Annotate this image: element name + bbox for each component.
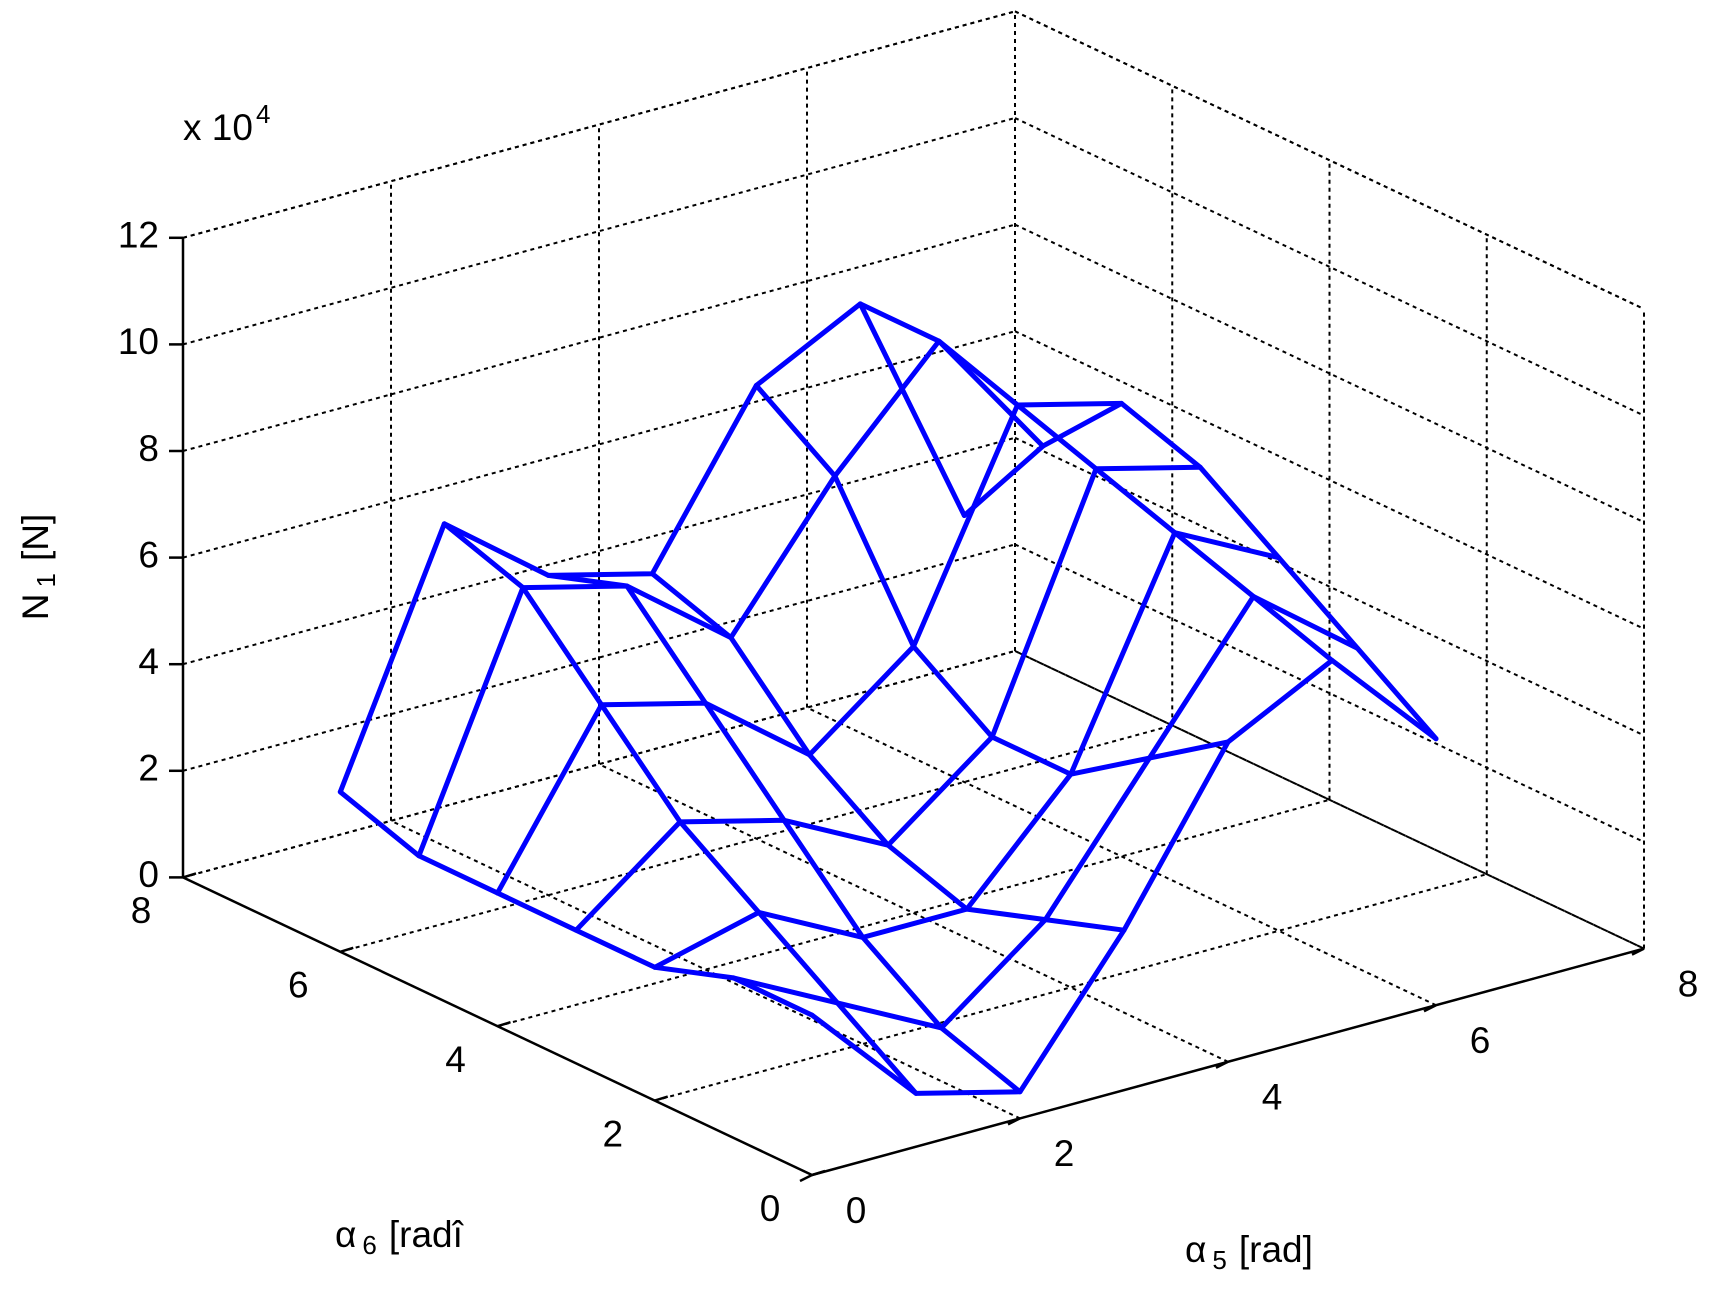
y-axis-label-symbol: α: [335, 1214, 356, 1255]
z-tick-label: 8: [138, 428, 159, 469]
x-axis-label-symbol: α: [1185, 1229, 1206, 1270]
z-tick-label: 4: [138, 641, 159, 682]
mesh-column: [545, 572, 1023, 1095]
z-tick-label: 2: [138, 748, 159, 789]
tick-mark: [1631, 947, 1645, 956]
grid-line: [806, 706, 1437, 1007]
x-axis-label-unit: [rad]: [1239, 1229, 1313, 1270]
tick-mark: [1215, 1060, 1229, 1069]
z-axis-label-unit: [N]: [15, 514, 56, 561]
y-tick-label: 0: [760, 1188, 781, 1229]
multiplier-exp: 4: [256, 99, 270, 129]
z-tick-label: 0: [138, 854, 159, 895]
grid-line: [1014, 223, 1645, 524]
multiplier-base: x 10: [183, 107, 253, 148]
tick-mark: [339, 946, 354, 953]
y-tick-label: 6: [288, 965, 309, 1006]
z-axis-label-symbol: N: [15, 594, 56, 621]
grid-line: [1014, 650, 1645, 950]
mesh-column: [649, 571, 1127, 933]
y-tick-label: 2: [602, 1113, 623, 1154]
tick-mark: [497, 1021, 511, 1028]
grid-line: [1014, 330, 1645, 630]
z-tick-label: 6: [138, 534, 159, 575]
grid-line: [182, 436, 1016, 666]
z-tick-label: 12: [118, 215, 159, 256]
tick-mark: [811, 1169, 826, 1177]
mesh-column: [441, 521, 919, 1096]
y-tick-label: 4: [445, 1039, 466, 1080]
x-tick-label: 6: [1470, 1020, 1491, 1061]
grid-line: [1014, 10, 1645, 310]
mesh-column: [753, 383, 1231, 777]
tick-mark: [654, 1095, 669, 1102]
multiplier: x 10 4: [183, 99, 270, 148]
y-axis-label-unit: [radî: [389, 1214, 465, 1255]
mesh-column: [337, 789, 815, 1018]
x-tick-label: 2: [1054, 1133, 1075, 1174]
mesh-row: [573, 464, 1203, 933]
grid-line: [1014, 117, 1645, 417]
x-tick-label: 0: [846, 1190, 867, 1231]
x-tick-label: 4: [1262, 1077, 1283, 1118]
x-axis-label-sub: 5: [1212, 1245, 1226, 1275]
z-tick-label: 10: [118, 321, 159, 362]
y-tick-label: 8: [131, 890, 152, 931]
tick-mark: [799, 1173, 813, 1183]
grid-line: [182, 117, 1016, 346]
mesh-column: [961, 400, 1439, 742]
mesh-row: [809, 657, 1439, 1096]
x-axis-label: α 5 [rad]: [1185, 1229, 1313, 1275]
z-axis-label: N 1 [N]: [15, 514, 61, 620]
y-axis-label: α 6 [radî: [335, 1214, 465, 1260]
mesh-column: [857, 301, 1335, 663]
y-axis-label-sub: 6: [362, 1230, 376, 1260]
z-axis-label-sub: 1: [31, 573, 61, 587]
x-tick-label: 8: [1678, 963, 1699, 1004]
tick-mark: [1423, 1004, 1437, 1013]
grid-line: [1014, 543, 1645, 843]
tick-mark: [1007, 1117, 1021, 1126]
grid-line: [598, 763, 1229, 1063]
tick-mark: [182, 872, 197, 879]
grid-line: [390, 819, 1021, 1120]
